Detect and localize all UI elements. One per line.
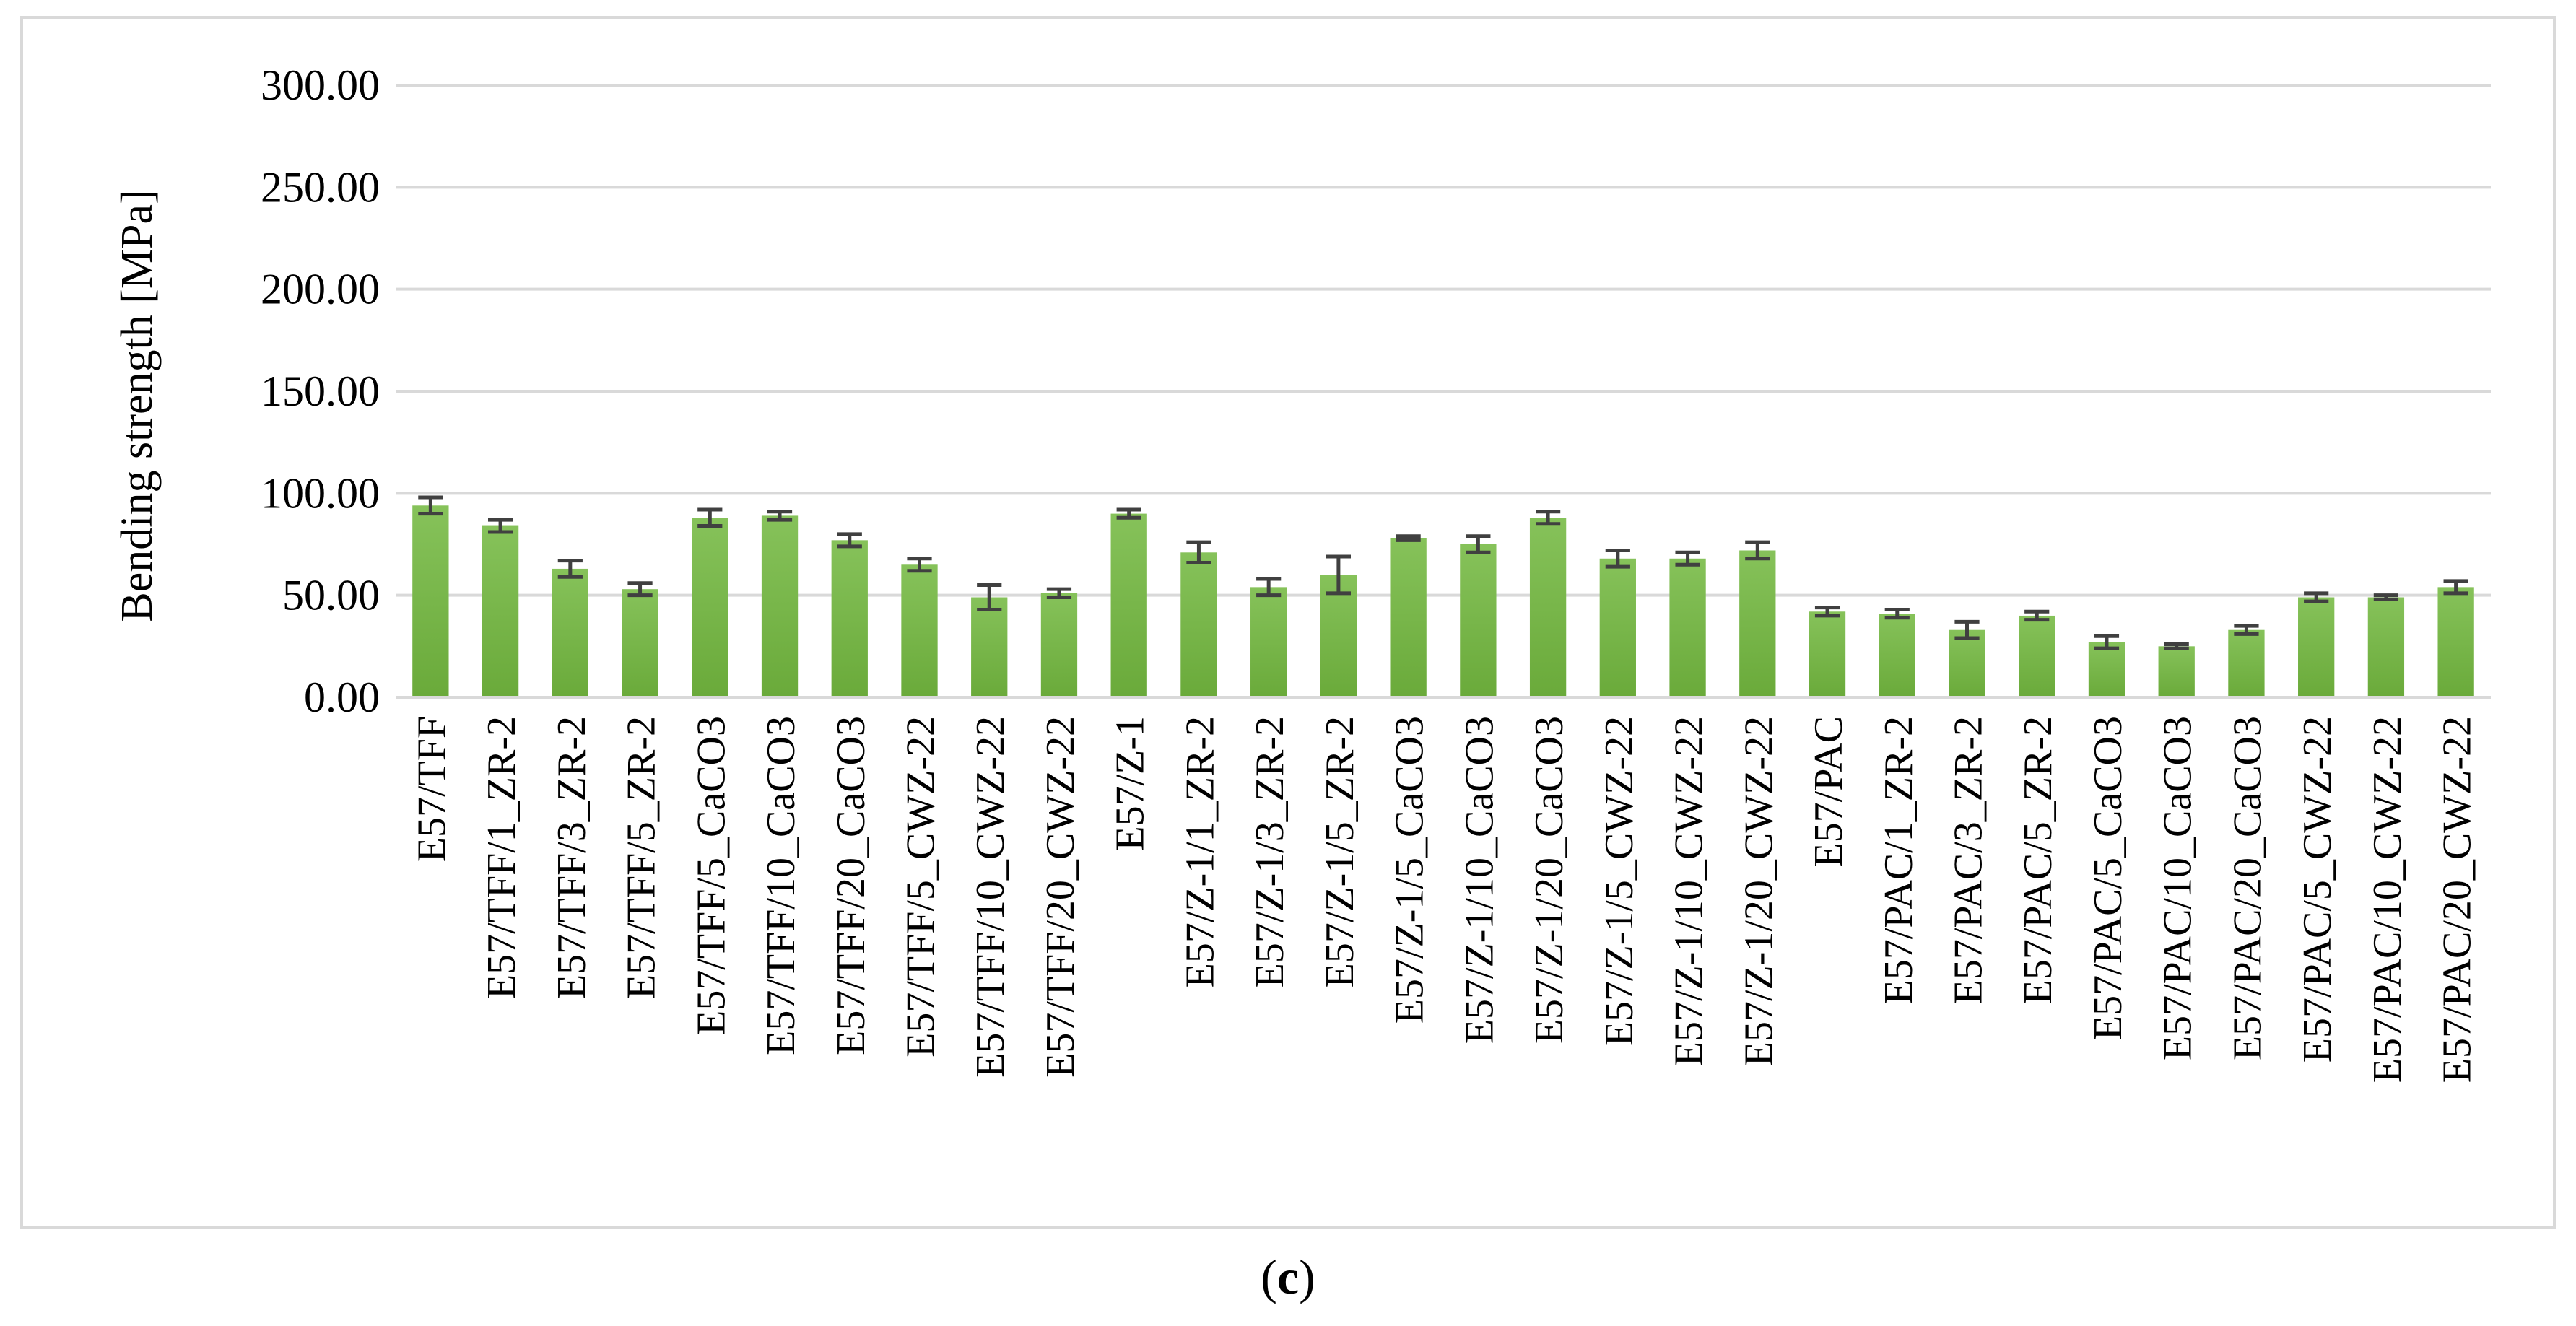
x-tick-label: E57/Z-1/5_CWZ-22 bbox=[1597, 716, 1642, 1046]
x-tick-label: E57/Z-1/1_ZR-2 bbox=[1178, 716, 1222, 987]
x-tick-label: E57/Z-1/20_CWZ-22 bbox=[1736, 716, 1781, 1066]
bar bbox=[1739, 550, 1776, 697]
bar bbox=[1390, 538, 1427, 697]
bar bbox=[2298, 597, 2335, 697]
bar bbox=[1460, 544, 1497, 697]
bar bbox=[1669, 558, 1706, 697]
bar bbox=[761, 515, 799, 697]
bar bbox=[2019, 615, 2055, 697]
x-tick-label: E57/PAC/20_CaCO3 bbox=[2225, 716, 2270, 1060]
y-axis-label: Bending strength [MPa] bbox=[113, 189, 162, 621]
y-tick-label: 300.00 bbox=[261, 61, 380, 109]
bar bbox=[2228, 629, 2265, 697]
bar bbox=[622, 589, 658, 697]
x-tick-label: E57/TFF/1_ZR-2 bbox=[479, 716, 524, 999]
x-tick-label: E57/PAC/1_ZR-2 bbox=[1876, 716, 1921, 1004]
x-tick-label: E57/TFF/20_CWZ-22 bbox=[1038, 716, 1083, 1078]
chart-frame bbox=[20, 16, 2556, 1229]
bar bbox=[412, 505, 449, 697]
bar bbox=[2367, 597, 2405, 697]
figure-caption: (c) bbox=[0, 1249, 2576, 1306]
x-tick-label: E57/TFF/20_CaCO3 bbox=[829, 716, 874, 1055]
x-tick-label: E57/PAC/20_CWZ-22 bbox=[2435, 716, 2480, 1083]
x-tick-label: E57/Z-1/10_CWZ-22 bbox=[1667, 716, 1712, 1066]
x-tick-label: E57/TFF/5_CWZ-22 bbox=[899, 716, 944, 1057]
x-tick-label: E57/TFF/10_CaCO3 bbox=[759, 716, 804, 1055]
x-tick-label: E57/PAC/10_CWZ-22 bbox=[2365, 716, 2410, 1083]
x-tick-label: E57/PAC bbox=[1806, 716, 1851, 868]
x-tick-label: E57/PAC/5_CaCO3 bbox=[2086, 716, 2131, 1040]
x-tick-label: E57/TFF/3_ZR-2 bbox=[549, 716, 594, 999]
x-tick-label: E57/Z-1/20_CaCO3 bbox=[1527, 716, 1572, 1044]
bar bbox=[1250, 587, 1287, 697]
x-tick-label: E57/Z-1 bbox=[1108, 716, 1153, 851]
y-tick-label: 0.00 bbox=[304, 673, 380, 721]
bar bbox=[1949, 629, 1985, 697]
x-tick-label: E57/Z-1/5_CaCO3 bbox=[1388, 716, 1432, 1024]
bar bbox=[1110, 513, 1147, 697]
x-tick-label: E57/TFF/10_CWZ-22 bbox=[968, 716, 1013, 1078]
bar bbox=[1320, 575, 1357, 697]
bar bbox=[831, 540, 868, 697]
bar bbox=[2158, 646, 2195, 697]
x-tick-label: E57/Z-1/5_ZR-2 bbox=[1318, 716, 1362, 987]
bar bbox=[692, 518, 728, 697]
x-tick-label: E57/PAC/5_ZR-2 bbox=[2016, 716, 2061, 1004]
y-tick-label: 100.00 bbox=[261, 469, 380, 517]
x-tick-label: E57/TFF bbox=[409, 716, 454, 862]
x-tick-label: E57/PAC/10_CaCO3 bbox=[2156, 716, 2201, 1060]
bar bbox=[971, 597, 1008, 697]
bar bbox=[1529, 518, 1567, 697]
caption-open: ( bbox=[1261, 1249, 1277, 1304]
x-tick-label: E57/TFF/5_ZR-2 bbox=[619, 716, 664, 999]
bar bbox=[1809, 611, 1846, 697]
bar bbox=[901, 564, 938, 697]
y-tick-label: 250.00 bbox=[261, 163, 380, 211]
y-tick-label: 50.00 bbox=[282, 572, 380, 619]
caption-close: ) bbox=[1299, 1249, 1315, 1304]
bar bbox=[1040, 593, 1078, 697]
bar bbox=[1180, 552, 1217, 697]
x-tick-label: E57/TFF/5_CaCO3 bbox=[689, 716, 734, 1035]
bar bbox=[552, 568, 588, 697]
caption-letter: c bbox=[1276, 1249, 1300, 1304]
y-tick-label: 150.00 bbox=[261, 367, 380, 415]
bar bbox=[1879, 614, 1915, 697]
bar bbox=[482, 525, 519, 697]
bar bbox=[1599, 558, 1636, 697]
x-tick-label: E57/Z-1/3_ZR-2 bbox=[1248, 716, 1292, 987]
bar bbox=[2437, 587, 2474, 697]
bar bbox=[2088, 642, 2125, 697]
x-tick-label: E57/PAC/5_CWZ-22 bbox=[2295, 716, 2340, 1063]
x-tick-label: E57/PAC/3_ZR-2 bbox=[1946, 716, 1991, 1004]
x-tick-label: E57/Z-1/10_CaCO3 bbox=[1457, 716, 1502, 1044]
y-tick-label: 200.00 bbox=[261, 266, 380, 313]
